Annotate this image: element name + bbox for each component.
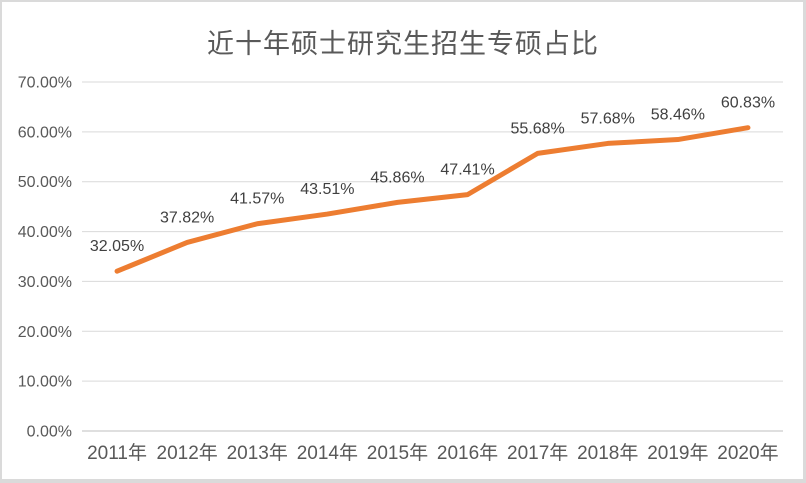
y-axis-tick-label: 60.00%: [18, 124, 72, 141]
x-axis-tick-label: 2018年: [577, 442, 638, 464]
y-axis-tick-label: 40.00%: [18, 224, 72, 241]
data-label: 43.51%: [300, 181, 354, 198]
y-axis-tick-label: 10.00%: [18, 374, 72, 391]
y-axis-tick-label: 0.00%: [27, 424, 72, 441]
data-label: 58.46%: [651, 107, 705, 124]
data-label: 57.68%: [581, 110, 635, 127]
x-axis-tick-label: 2012年: [157, 442, 218, 464]
y-axis-tick-label: 30.00%: [18, 274, 72, 291]
chart-title: 近十年硕士研究生招生专硕占比: [207, 29, 599, 59]
data-label: 47.41%: [440, 162, 494, 179]
y-axis-tick-label: 70.00%: [18, 75, 72, 92]
x-axis-tick-label: 2015年: [367, 442, 428, 464]
y-axis-tick-label: 20.00%: [18, 324, 72, 341]
x-axis-tick-label: 2020年: [717, 442, 778, 464]
data-label: 37.82%: [160, 209, 214, 226]
data-label: 55.68%: [511, 120, 565, 137]
data-label: 60.83%: [721, 95, 775, 112]
data-label: 41.57%: [230, 191, 284, 208]
x-axis-tick-label: 2017年: [507, 442, 568, 464]
series-line: [114, 125, 751, 274]
x-axis-tick-label: 2013年: [227, 442, 288, 464]
x-axis-tick-label: 2014年: [297, 442, 358, 464]
x-axis-tick-label: 2019年: [647, 442, 708, 464]
y-axis-tick-label: 50.00%: [18, 174, 72, 191]
data-label: 45.86%: [370, 169, 424, 186]
x-axis-tick-label: 2016年: [437, 442, 498, 464]
data-label: 32.05%: [90, 238, 144, 255]
x-axis-tick-label: 2011年: [87, 442, 147, 464]
